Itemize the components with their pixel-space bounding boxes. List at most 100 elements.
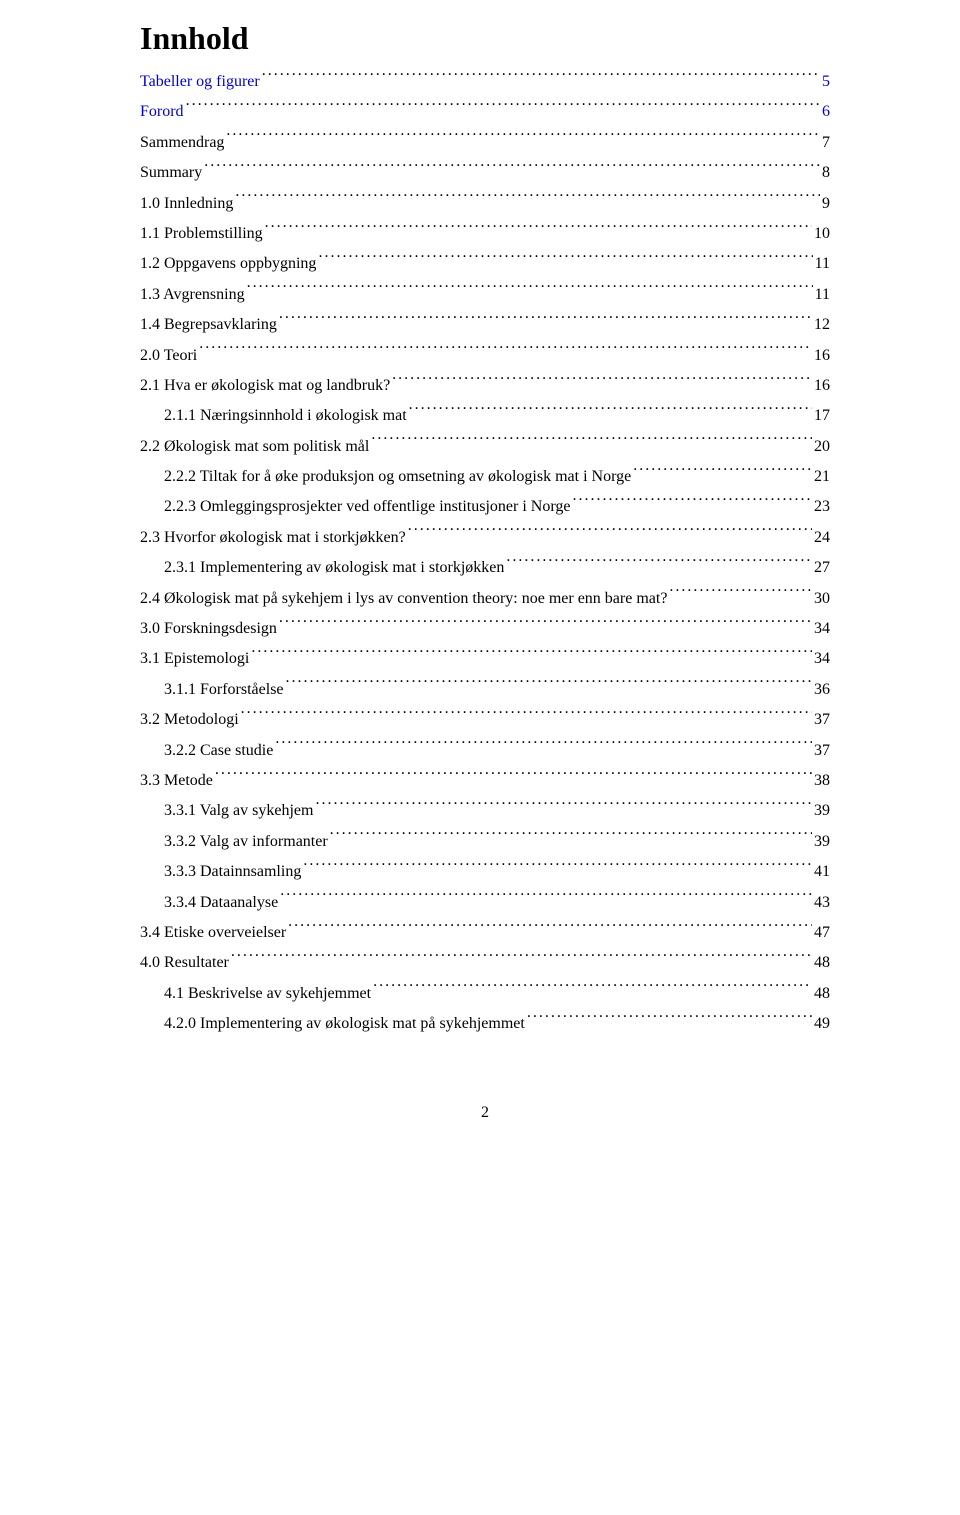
toc-list: Tabeller og figurer 5Forord 6Sammendrag … — [140, 67, 830, 1040]
toc-entry-label: 2.1.1 Næringsinnhold i økologisk mat — [164, 401, 407, 431]
toc-entry-label: 3.3 Metode — [140, 766, 213, 796]
toc-entry: 4.0 Resultater 48 — [140, 948, 830, 978]
toc-entry-label: 1.2 Oppgavens oppbygning — [140, 249, 316, 279]
toc-leader-dots — [279, 313, 812, 329]
toc-entry-page: 34 — [814, 614, 830, 644]
toc-entry-label: 3.4 Etiske overveielser — [140, 918, 286, 948]
toc-entry-page: 49 — [814, 1009, 830, 1039]
toc-entry: 2.0 Teori 16 — [140, 341, 830, 371]
toc-entry-page: 47 — [814, 918, 830, 948]
toc-entry: 1.0 Innledning 9 — [140, 189, 830, 219]
toc-entry-label: 3.3.3 Datainnsamling — [164, 857, 301, 887]
toc-entry-label: 3.2 Metodologi — [140, 705, 239, 735]
toc-leader-dots — [275, 739, 812, 755]
toc-entry-label: 3.3.4 Dataanalyse — [164, 888, 278, 918]
toc-entry-page: 37 — [814, 705, 830, 735]
toc-entry-label: 2.4 Økologisk mat på sykehjem i lys av c… — [140, 584, 667, 614]
toc-entry-page: 48 — [814, 979, 830, 1009]
toc-entry-page: 34 — [814, 644, 830, 674]
toc-leader-dots — [408, 526, 812, 542]
toc-entry-page: 24 — [814, 523, 830, 553]
toc-entry: Summary 8 — [140, 158, 830, 188]
toc-entry-page: 23 — [814, 492, 830, 522]
toc-entry: 2.1.1 Næringsinnhold i økologisk mat 17 — [140, 401, 830, 431]
toc-entry-page: 12 — [814, 310, 830, 340]
toc-leader-dots — [231, 951, 812, 967]
toc-leader-dots — [633, 465, 812, 481]
toc-entry: 3.3.4 Dataanalyse 43 — [140, 888, 830, 918]
toc-leader-dots — [279, 617, 812, 633]
toc-entry-page: 27 — [814, 553, 830, 583]
toc-entry-label: 2.3 Hvorfor økologisk mat i storkjøkken? — [140, 523, 406, 553]
toc-entry-label: 3.3.1 Valg av sykehjem — [164, 796, 313, 826]
toc-leader-dots — [265, 222, 812, 238]
toc-entry: 3.1 Epistemologi 34 — [140, 644, 830, 674]
toc-leader-dots — [669, 587, 812, 603]
toc-leader-dots — [286, 678, 812, 694]
toc-entry-page: 5 — [822, 67, 830, 97]
toc-leader-dots — [371, 435, 812, 451]
toc-entry: 1.2 Oppgavens oppbygning 11 — [140, 249, 830, 279]
toc-entry: 3.1.1 Forforståelse 36 — [140, 675, 830, 705]
toc-entry-page: 7 — [822, 128, 830, 158]
toc-entry-label: 4.2.0 Implementering av økologisk mat på… — [164, 1009, 525, 1039]
toc-entry-page: 8 — [822, 158, 830, 188]
toc-entry-label: 1.1 Problemstilling — [140, 219, 263, 249]
toc-entry: 2.4 Økologisk mat på sykehjem i lys av c… — [140, 584, 830, 614]
toc-entry-page: 48 — [814, 948, 830, 978]
toc-entry: 3.2 Metodologi 37 — [140, 705, 830, 735]
toc-entry: 3.3.3 Datainnsamling 41 — [140, 857, 830, 887]
toc-entry-label: 2.0 Teori — [140, 341, 197, 371]
toc-leader-dots — [288, 921, 812, 937]
toc-title: Innhold — [140, 20, 830, 57]
toc-entry-page: 9 — [822, 189, 830, 219]
toc-entry-page: 39 — [814, 827, 830, 857]
toc-entry-label: 4.1 Beskrivelse av sykehjemmet — [164, 979, 371, 1009]
page-number: 2 — [140, 1104, 830, 1122]
toc-leader-dots — [235, 192, 820, 208]
toc-leader-dots — [215, 769, 812, 785]
toc-entry-page: 6 — [822, 97, 830, 127]
toc-leader-dots — [204, 161, 820, 177]
toc-leader-dots — [318, 252, 812, 268]
toc-entry-label: 2.2.3 Omleggingsprosjekter ved offentlig… — [164, 492, 570, 522]
toc-entry: 3.0 Forskningsdesign 34 — [140, 614, 830, 644]
toc-entry-label: 2.1 Hva er økologisk mat og landbruk? — [140, 371, 390, 401]
toc-entry: 1.1 Problemstilling 10 — [140, 219, 830, 249]
toc-leader-dots — [330, 830, 812, 846]
toc-entry-label: 1.3 Avgrensning — [140, 280, 245, 310]
toc-leader-dots — [303, 860, 812, 876]
toc-entry[interactable]: Tabeller og figurer 5 — [140, 67, 830, 97]
toc-entry-page: 16 — [814, 341, 830, 371]
toc-entry-label: 3.3.2 Valg av informanter — [164, 827, 328, 857]
toc-entry: 4.2.0 Implementering av økologisk mat på… — [140, 1009, 830, 1039]
toc-entry: 2.1 Hva er økologisk mat og landbruk? 16 — [140, 371, 830, 401]
toc-entry: 1.4 Begrepsavklaring 12 — [140, 310, 830, 340]
toc-entry-page: 21 — [814, 462, 830, 492]
toc-entry-label: 2.3.1 Implementering av økologisk mat i … — [164, 553, 504, 583]
toc-entry-label: Forord — [140, 97, 184, 127]
toc-leader-dots — [409, 404, 812, 420]
toc-entry: 1.3 Avgrensning 11 — [140, 280, 830, 310]
toc-entry-page: 11 — [815, 249, 830, 279]
toc-entry-page: 41 — [814, 857, 830, 887]
toc-entry-label: 3.0 Forskningsdesign — [140, 614, 277, 644]
toc-leader-dots — [572, 495, 812, 511]
toc-leader-dots — [186, 100, 820, 116]
toc-entry-page: 17 — [814, 401, 830, 431]
toc-entry-label: 4.0 Resultater — [140, 948, 229, 978]
toc-entry-page: 30 — [814, 584, 830, 614]
toc-leader-dots — [251, 647, 812, 663]
toc-entry: 2.3.1 Implementering av økologisk mat i … — [140, 553, 830, 583]
toc-leader-dots — [241, 708, 812, 724]
toc-entry[interactable]: Forord 6 — [140, 97, 830, 127]
toc-entry-label: Summary — [140, 158, 202, 188]
toc-entry-label: Sammendrag — [140, 128, 224, 158]
toc-leader-dots — [392, 374, 812, 390]
toc-entry: 3.3.1 Valg av sykehjem 39 — [140, 796, 830, 826]
toc-entry-label: Tabeller og figurer — [140, 67, 260, 97]
toc-entry: 4.1 Beskrivelse av sykehjemmet 48 — [140, 979, 830, 1009]
toc-entry-page: 38 — [814, 766, 830, 796]
toc-entry: 3.3 Metode 38 — [140, 766, 830, 796]
toc-leader-dots — [199, 344, 812, 360]
